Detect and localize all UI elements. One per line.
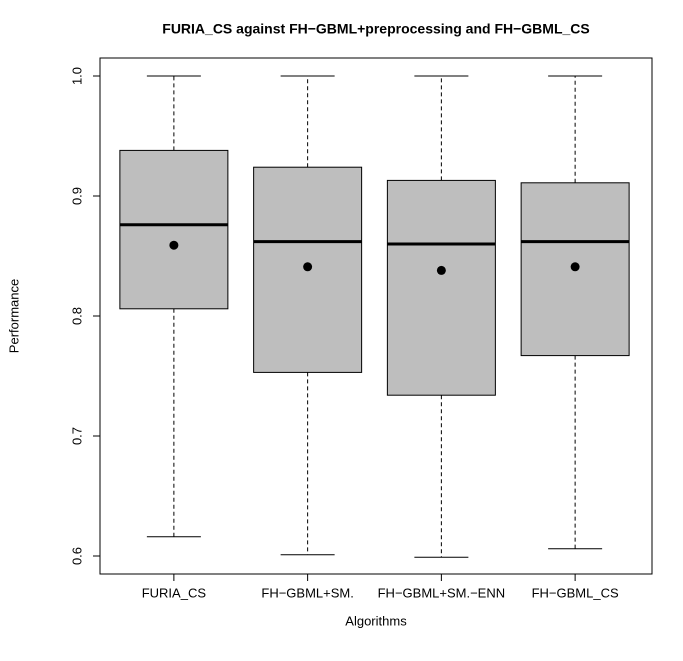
chart-title: FURIA_CS against FH−GBML+preprocessing a… (162, 21, 589, 37)
mean-dot (570, 262, 580, 272)
box (119, 149, 229, 310)
x-tick-label: FH−GBML+SM. (261, 585, 353, 600)
box (386, 179, 496, 396)
x-tick-label: FH−GBML+SM.−ENN (378, 585, 506, 600)
mean-dot (169, 240, 179, 250)
mean-dot (436, 265, 446, 275)
y-tick-label: 1.0 (69, 67, 84, 85)
y-tick-label: 0.6 (69, 547, 84, 565)
x-tick-label: FH−GBML_CS (532, 585, 619, 600)
y-axis-label: Performance (6, 279, 21, 353)
mean-dot (303, 262, 313, 272)
x-tick-label: FURIA_CS (142, 585, 207, 600)
y-tick-label: 0.8 (69, 307, 84, 325)
y-tick-label: 0.9 (69, 187, 84, 205)
y-tick-label: 0.7 (69, 427, 84, 445)
x-axis-label: Algorithms (345, 613, 407, 628)
